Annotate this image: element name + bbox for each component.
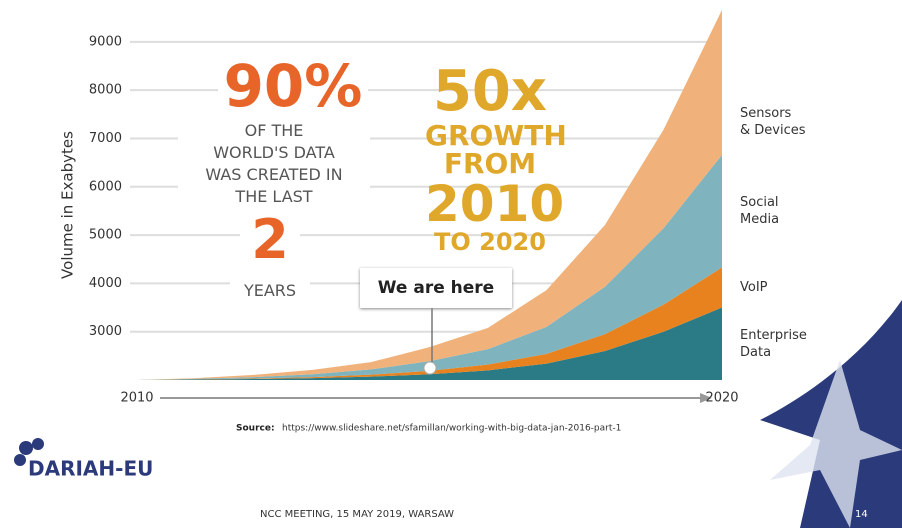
x-tick-label: 2020 [705, 391, 738, 406]
decoration-star [770, 360, 902, 528]
legend-label: Enterprise Data [740, 327, 807, 360]
percent-text: OF THE WORLD'S DATA WAS CREATED IN THE L… [178, 120, 370, 208]
percent: 90% [218, 54, 368, 118]
logo-mark [14, 438, 44, 466]
growth-from: 2010 [425, 175, 565, 233]
source-url: https://www.slideshare.net/sfamillan/wor… [282, 424, 621, 434]
y-tick-label: 9000 [89, 34, 122, 49]
source-label: Source: [236, 424, 275, 434]
y-tick-label: 5000 [89, 228, 122, 243]
growth-text: GROWTH FROM [425, 119, 567, 180]
x-axis-arrowhead [700, 393, 712, 403]
y-tick-label: 8000 [89, 83, 122, 98]
y-axis-label: Volume in Exabytes [59, 131, 77, 279]
footer: NCC MEETING, 15 MAY 2019, WARSAW [260, 509, 454, 520]
years-text: YEARS [230, 280, 310, 302]
legend-label: Sensors & Devices [740, 106, 806, 139]
legend-label: VoIP [740, 279, 768, 295]
y-tick-label: 3000 [89, 324, 122, 339]
y-tick-label: 7000 [89, 131, 122, 146]
marker-dot [423, 361, 437, 375]
area [137, 9, 722, 381]
area [137, 267, 722, 380]
y-tick-label: 6000 [89, 179, 122, 194]
y-tick-label: 4000 [89, 276, 122, 291]
page-number: 14 [855, 509, 868, 520]
marker-label: We are here [360, 268, 512, 308]
growth: 50x [432, 59, 548, 124]
area [137, 307, 722, 380]
legend-label: Social Media [740, 195, 780, 228]
logo-text: DARIAH-EU [28, 457, 153, 481]
area [137, 154, 722, 380]
x-tick-label: 2010 [120, 391, 153, 406]
growth-to: TO 2020 [434, 228, 546, 256]
years-number: 2 [240, 212, 300, 268]
